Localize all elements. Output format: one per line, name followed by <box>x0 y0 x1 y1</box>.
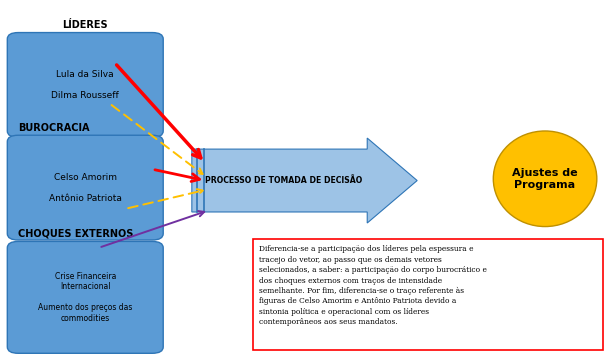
Text: LÍDERES: LÍDERES <box>63 20 108 30</box>
Text: Lula da Silva

Dilma Rousseff: Lula da Silva Dilma Rousseff <box>51 70 119 100</box>
Polygon shape <box>192 138 417 223</box>
FancyBboxPatch shape <box>7 33 163 137</box>
FancyBboxPatch shape <box>7 135 163 240</box>
Text: PROCESSO DE TOMADA DE DECISÃO: PROCESSO DE TOMADA DE DECISÃO <box>205 176 362 185</box>
Text: BUROCRACIA: BUROCRACIA <box>18 123 90 133</box>
Text: Diferencia-se a participação dos líderes pela espessura e
tracejo do vetor, ao p: Diferencia-se a participação dos líderes… <box>259 245 487 326</box>
FancyBboxPatch shape <box>7 241 163 353</box>
Text: Ajustes de
Programa: Ajustes de Programa <box>512 168 578 190</box>
Text: CHOQUES EXTERNOS: CHOQUES EXTERNOS <box>18 229 133 239</box>
Text: Crise Financeira
Internacional

Aumento dos preços das
commodities: Crise Financeira Internacional Aumento d… <box>38 272 132 322</box>
Ellipse shape <box>493 131 597 227</box>
Text: Celso Amorim

Antônio Patriota: Celso Amorim Antônio Patriota <box>49 173 122 202</box>
FancyBboxPatch shape <box>253 239 603 350</box>
